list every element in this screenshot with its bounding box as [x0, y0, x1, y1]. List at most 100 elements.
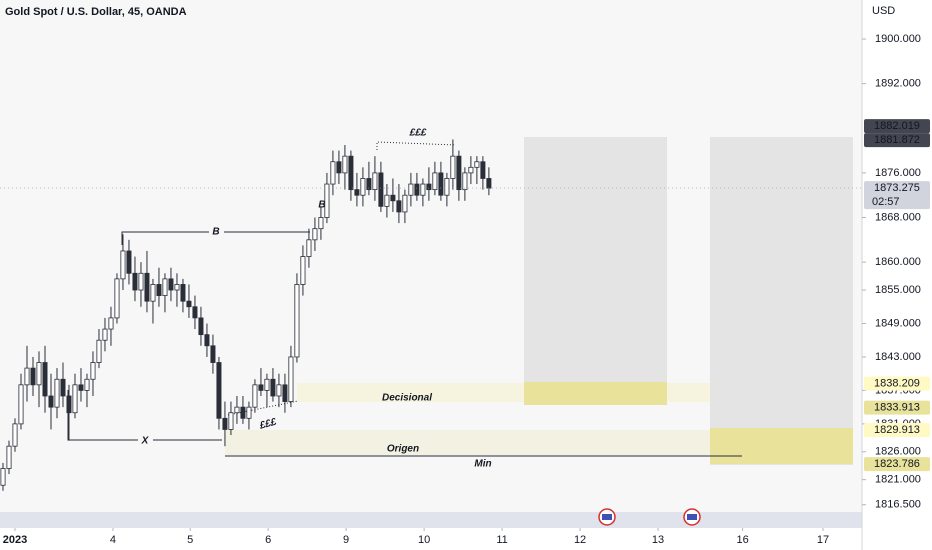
candle-body: [126, 250, 132, 274]
y-tick-label: 1821.000: [875, 474, 921, 486]
candle-body: [366, 178, 372, 191]
candle-body: [102, 328, 108, 341]
x-tick-label: 4: [110, 534, 116, 546]
candle-body: [42, 362, 48, 397]
candle-body: [12, 423, 18, 447]
projection-box: [524, 137, 667, 405]
candle-body: [342, 155, 348, 174]
price-badge-label: 1823.786: [874, 458, 920, 470]
price-badge-label: 1882.019: [874, 120, 920, 132]
candle-body: [180, 284, 186, 302]
candle-body: [36, 362, 42, 386]
candle-body: [114, 278, 120, 319]
price-badge-label: 1838.209: [874, 378, 920, 390]
b-line: [121, 231, 310, 245]
candle-body: [348, 155, 354, 191]
candle-body: [60, 378, 66, 397]
candle-body: [108, 317, 114, 330]
candle-body: [456, 155, 462, 191]
x-tick-label: 10: [418, 534, 430, 546]
y-tick-label: 1892.000: [875, 78, 921, 90]
x-tick-label: 17: [817, 534, 829, 546]
candle-body: [378, 172, 384, 207]
flag: [602, 514, 612, 520]
currency-label: USD: [872, 5, 895, 17]
candle-body: [372, 172, 378, 191]
candle-body: [294, 284, 300, 358]
candle-body: [186, 300, 192, 308]
annotation: B: [212, 227, 219, 238]
candle-body: [30, 367, 36, 386]
candle-body: [414, 183, 420, 196]
candle-body: [318, 217, 324, 230]
candle-body: [234, 406, 240, 414]
annotation: £££: [409, 128, 427, 139]
candle-body: [54, 378, 60, 408]
price-badge: [864, 119, 930, 134]
candle-body: [486, 178, 492, 189]
candle-body: [354, 189, 360, 196]
candle-body: [462, 172, 468, 191]
candle-body: [150, 284, 156, 302]
origen-highlight: [710, 428, 853, 464]
candle-body: [420, 183, 426, 196]
candle-body: [336, 161, 342, 174]
x-tick-label: 9: [343, 534, 349, 546]
candle-body: [78, 384, 84, 391]
candle-body: [48, 395, 54, 408]
candle-body: [438, 172, 444, 196]
price-badge: [864, 133, 930, 148]
drawings: B B X £££ £££ Decisional Origen Min: [67, 128, 853, 470]
y-tick-label: 1876.000: [875, 167, 921, 179]
y-tick-label: 1900.000: [875, 33, 921, 45]
price-badge-label: 1833.913: [874, 402, 920, 414]
flag: [687, 514, 697, 520]
candle-body: [204, 334, 210, 347]
candle-body: [144, 272, 150, 302]
x-tick-label: 2023: [3, 534, 27, 546]
candle-body: [24, 367, 30, 386]
candle-body: [198, 317, 204, 336]
candle-body: [306, 239, 312, 257]
annotation: Min: [474, 459, 491, 470]
candle-body: [162, 278, 168, 296]
candle-body: [0, 468, 6, 486]
candle-body: [450, 155, 456, 179]
liquidity-line: [376, 141, 457, 150]
candle-body: [258, 384, 264, 391]
y-tick-label: 1860.000: [875, 256, 921, 268]
candle-body: [96, 339, 102, 363]
candle-body: [312, 228, 318, 241]
candle-body: [426, 183, 432, 191]
candle-body: [6, 445, 12, 469]
candle-body: [252, 384, 258, 408]
y-tick-label: 1826.000: [875, 446, 921, 458]
decisional-highlight: [524, 382, 667, 405]
candle-body: [300, 256, 306, 285]
candle-body: [330, 161, 336, 185]
candle-body: [444, 178, 450, 196]
x-tick-label: 6: [265, 534, 271, 546]
price-badge-label: 1829.913: [874, 424, 920, 436]
candle-body: [384, 194, 390, 207]
candle-body: [132, 272, 138, 291]
candle-body: [246, 406, 252, 419]
candle-body: [222, 417, 228, 430]
candle-body: [18, 384, 24, 425]
label-bg: [209, 225, 224, 239]
price-badge-label: 1881.872: [874, 134, 920, 146]
event-flag: [598, 508, 616, 526]
candle-body: [408, 183, 414, 196]
candle-body: [282, 384, 288, 402]
annotation: B: [318, 200, 325, 211]
candle-body: [432, 172, 438, 191]
candle-body: [228, 412, 234, 430]
candle-body: [138, 272, 144, 291]
candle-body: [288, 356, 294, 402]
projection-box: [710, 137, 853, 465]
candle-body: [240, 406, 246, 419]
candle-body: [324, 183, 330, 218]
chart-title: Gold Spot / U.S. Dollar, 45, OANDA: [5, 6, 187, 18]
candle-body: [390, 194, 396, 202]
candle-body: [396, 200, 402, 213]
